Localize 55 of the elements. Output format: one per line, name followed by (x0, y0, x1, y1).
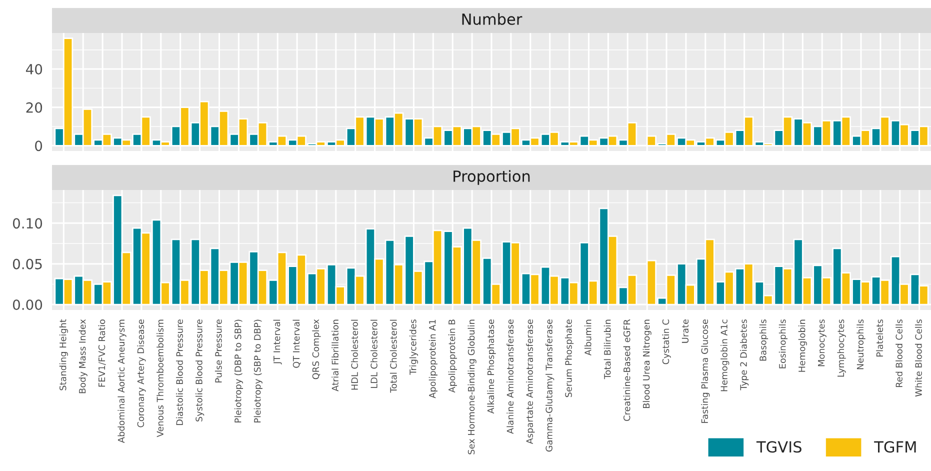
x-tick-label: Lymphocytes (837, 319, 846, 377)
x-tick-label: Coronary Artery Disease (137, 320, 146, 428)
x-tick-label: Body Mass Index (78, 319, 88, 394)
legend-label: TGVIS (756, 441, 802, 453)
y-tick-label: 0.10 (12, 218, 42, 229)
y-tick-label: 0 (35, 140, 42, 152)
x-tick-label: Diastolic Blood Pressure (176, 320, 183, 425)
x-tick-label: Total Bilirubin (604, 320, 611, 380)
x-tick-label: Cystatin C (662, 320, 671, 364)
x-tick-label: HDL Cholesterol (351, 320, 358, 390)
x-tick-label: Triglycerides (409, 319, 418, 375)
x-tick-label: Gamma-Glutamyl Transferase (546, 319, 554, 452)
x-tick-label: Red Blood Cells (896, 319, 902, 388)
chart-title: Proportion (454, 170, 530, 185)
x-tick-label: QT Interval (292, 320, 301, 368)
x-tick-label: Apolipoprotein B (448, 320, 457, 393)
x-tick-label: Alanine Aminotransferase (506, 320, 514, 434)
x-tick-label: Monocytes (818, 319, 826, 366)
x-tick-label: Urate (682, 320, 689, 343)
x-tick-label: Albumin (584, 320, 592, 356)
x-tick-label: Sex Hormone-Binding Globulin (468, 320, 476, 454)
x-tick-label: FEV1/FVC Ratio (98, 320, 106, 387)
x-tick-label: Pleiotropy (SBP to DBP) (254, 320, 262, 422)
x-tick-label: Apolipoprotein A1 (428, 320, 438, 398)
x-tick-label: QRS Complex (312, 319, 321, 380)
x-tick-label: Venous Thromboembolism (156, 320, 164, 438)
y-tick-label: 40 (26, 64, 42, 74)
x-tick-label: Systolic Blood Pressure (195, 320, 204, 422)
x-tick-label: Platelets (876, 319, 884, 356)
x-tick-label: Fasting Plasma Glucose (701, 319, 710, 423)
x-tick-label: Hemoglobin (798, 320, 807, 372)
x-tick-label: Total Cholesterol (390, 320, 397, 393)
x-tick-label: Pleiotropy (DBP to SBP) (234, 320, 243, 422)
x-tick-label: Creatinine-Based eGFR (623, 319, 630, 421)
chart-title: Number (462, 13, 522, 25)
y-tick-label: 20 (26, 102, 42, 113)
x-tick-label: Pulse Pressure (214, 320, 222, 382)
legend-label: TGFM (874, 441, 916, 453)
x-tick-label: Type 2 Diabetes (740, 319, 749, 390)
x-tick-label: Alkaline Phosphatase (487, 320, 496, 414)
y-tick-label: 0.00 (12, 300, 42, 310)
x-tick-label: Neutrophils (856, 319, 866, 370)
y-tick-label: 0.05 (12, 258, 42, 270)
x-tick-label: JT Interval (273, 320, 282, 364)
x-tick-label: Eosinophils (778, 319, 788, 368)
x-tick-label: White Blood Cells (915, 319, 922, 397)
x-tick-label: Atrial Fibrillation (332, 320, 339, 392)
x-tick-label: Blood Urea Nitrogen (642, 320, 652, 408)
x-tick-label: Abdominal Aortic Aneurysm (118, 320, 126, 443)
x-tick-label: LDL Cholesterol (370, 320, 378, 388)
x-tick-label: Basophils (759, 319, 768, 361)
x-tick-label: Serum Phosphate (564, 320, 574, 398)
x-tick-label: Hemoglobin A1c (720, 320, 730, 392)
x-tick-label: Standing Height (59, 319, 68, 390)
x-tick-label: Aspartate Aminotransferase (526, 320, 535, 444)
